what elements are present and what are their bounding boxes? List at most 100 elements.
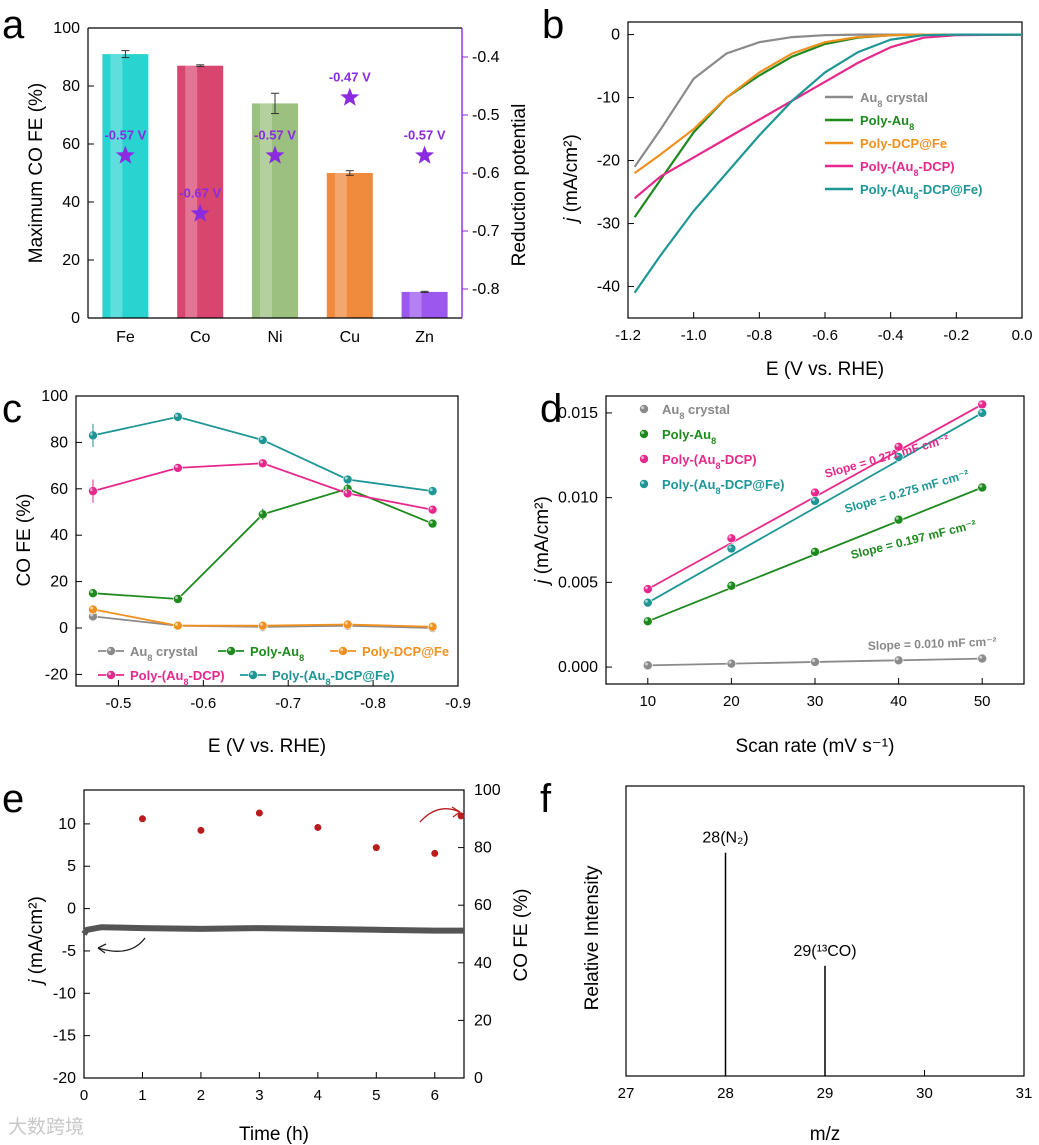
legend-marker-highlight	[250, 672, 254, 676]
fe-point-highlight	[259, 511, 263, 515]
panel-label: e	[2, 777, 24, 821]
cdl-point-highlight	[812, 498, 816, 502]
cdl-point	[726, 658, 737, 669]
x-tick-label: 10	[639, 693, 656, 710]
y-tick-label: 0	[59, 620, 68, 637]
legend-marker	[639, 479, 649, 489]
cdl-point-highlight	[895, 657, 899, 661]
y-tick-label: 20	[62, 252, 80, 269]
cdl-point-highlight	[728, 535, 732, 539]
cdl-point	[893, 655, 904, 666]
fe-point-highlight	[174, 413, 178, 417]
plot-frame	[75, 395, 459, 687]
y-tick-label: 60	[50, 481, 68, 498]
panel-e: e 0 1 2 3 4 5 6 10 5 0 -5 -10 -15 -20 100 80 60 40 20 0 Time …	[2, 777, 532, 1145]
y2-tick-label: 20	[474, 1012, 492, 1029]
bar-cu	[326, 173, 373, 318]
legend-marker-highlight	[641, 406, 645, 410]
y-tick-label: -10	[53, 985, 76, 1002]
x-tick-label: 28	[717, 1085, 734, 1102]
y-axis-title: CO FE (%)	[14, 494, 35, 587]
legend-marker-highlight	[108, 648, 112, 652]
bar-shine	[334, 173, 347, 318]
x-tick-label: 31	[1016, 1085, 1033, 1102]
fe-point	[427, 518, 438, 529]
y-tick-label: -15	[53, 1028, 76, 1045]
x-tick-label: -0.7	[275, 695, 301, 712]
fe-point-highlight	[344, 485, 348, 489]
y-tick-label: 0.000	[558, 659, 598, 676]
legend-marker-highlight	[641, 481, 645, 485]
lsv-curve	[633, 33, 1022, 168]
y-axis-title: j (mA/cm²)	[532, 496, 553, 587]
peak-label: 29(¹³CO)	[793, 943, 856, 960]
fe-point-highlight	[90, 613, 94, 617]
potential-label: -0.57 V	[404, 128, 446, 143]
current-trace	[81, 924, 464, 936]
fe-point-highlight	[90, 432, 94, 436]
cdl-point-highlight	[895, 443, 899, 447]
legend-label: Poly-(Au8-DCP@Fe)	[272, 668, 394, 687]
cdl-point-highlight	[812, 659, 816, 663]
legend-label: Au8 crystal	[130, 644, 198, 663]
fe-point	[372, 844, 380, 852]
panel-b: b -1.2 -1.0 -0.8 -0.6 -0.4 -0.2 0.0 0 -10 -20 -30 -4…	[542, 3, 1032, 380]
fe-point	[173, 594, 183, 604]
fe-point	[427, 622, 438, 632]
y-tick-label: 0	[71, 310, 80, 327]
x-tick-label: 40	[890, 693, 907, 710]
legend-marker	[248, 670, 258, 680]
cdl-point	[642, 597, 653, 608]
arrow-to-right-axis	[419, 808, 461, 823]
x-tick-label: -0.2	[943, 327, 969, 344]
y2-tick-label: -0.7	[472, 223, 500, 240]
bar-shine	[260, 103, 272, 319]
fe-point-highlight	[429, 488, 433, 492]
legend-marker-highlight	[340, 648, 344, 652]
cdl-point-highlight	[979, 410, 983, 414]
fe-point-highlight	[344, 490, 348, 494]
fe-point-highlight	[259, 460, 263, 464]
legend-label: Poly-DCP@Fe	[860, 136, 947, 151]
x-tick-label: 5	[372, 1087, 380, 1104]
x-tick-label: 4	[314, 1087, 322, 1104]
fe-point	[138, 815, 146, 823]
legend-label: Poly-(Au8-DCP)	[860, 159, 955, 178]
panel-f: f 28(N₂) 29(¹³CO) 27 28 29 30 31 m/z Relative Int…	[540, 777, 1032, 1145]
cdl-point-highlight	[644, 618, 648, 622]
x-tick-label: -0.5	[106, 695, 132, 712]
fe-point-highlight	[429, 623, 433, 627]
y-tick-label: -5	[62, 943, 76, 960]
potential-label: -0.57 V	[254, 128, 296, 143]
legend-marker	[639, 404, 649, 414]
cdl-point-highlight	[895, 516, 899, 520]
fe-point	[197, 826, 205, 834]
y-tick-label: 0	[611, 27, 620, 44]
arrow-head	[97, 943, 107, 954]
potential-label: -0.47 V	[329, 70, 371, 85]
legend-marker	[106, 646, 116, 656]
x-tick-label: 1	[138, 1087, 146, 1104]
fe-point	[257, 458, 268, 469]
arrow-to-left-axis	[97, 937, 146, 952]
cdl-point-highlight	[895, 454, 899, 458]
panel-a: a -0.57 V Fe -0.67 V Co -0.57 V Ni -0.47 V Cu -0.…	[2, 3, 530, 346]
plot-frame	[627, 21, 1023, 319]
x-tick-label: Zn	[415, 329, 434, 346]
fe-point	[257, 620, 268, 631]
x-axis-title: Time (h)	[239, 1124, 309, 1145]
fe-point	[173, 412, 183, 422]
y2-tick-label: -0.4	[472, 49, 500, 66]
x-axis-title: Scan rate (mV s⁻¹)	[736, 736, 895, 757]
x-tick-label: -0.4	[878, 327, 904, 344]
fe-point-highlight	[90, 590, 94, 594]
fe-point-highlight	[174, 622, 178, 626]
legend-label: Au8 crystal	[662, 402, 730, 421]
legend-label: Poly-(Au8-DCP)	[662, 452, 757, 471]
x-tick-label: Co	[190, 329, 211, 346]
y-tick-label: 10	[58, 816, 76, 833]
fe-point	[342, 474, 353, 485]
bar-co	[177, 65, 224, 318]
x-tick-label: -0.6	[812, 327, 838, 344]
